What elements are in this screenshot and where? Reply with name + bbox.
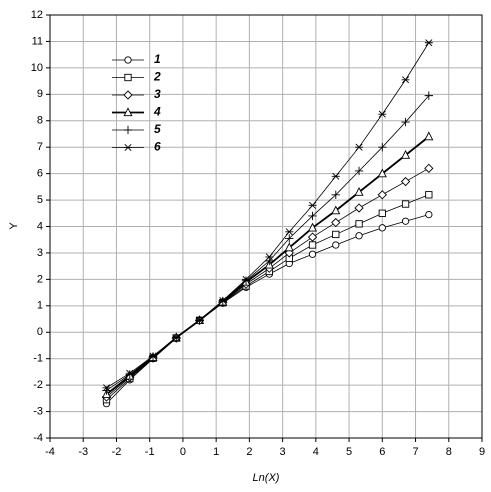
y-tick-label: 1 bbox=[37, 300, 43, 312]
x-axis-label: Ln(X) bbox=[253, 472, 280, 484]
marker bbox=[307, 232, 318, 242]
x-tick-label: -3 bbox=[78, 446, 88, 458]
legend-marker bbox=[123, 125, 133, 135]
marker bbox=[307, 222, 318, 232]
marker bbox=[332, 230, 340, 239]
marker bbox=[331, 172, 340, 180]
marker bbox=[355, 143, 364, 151]
y-tick-label: 2 bbox=[37, 273, 43, 285]
x-tick-label: -1 bbox=[145, 446, 155, 458]
marker bbox=[354, 166, 364, 176]
marker bbox=[401, 149, 411, 159]
y-tick-label: 11 bbox=[32, 35, 43, 47]
y-tick-label: -1 bbox=[33, 353, 43, 365]
marker bbox=[424, 163, 434, 173]
y-axis-label: Y bbox=[8, 222, 20, 230]
marker bbox=[308, 201, 317, 209]
legend-text: 4 bbox=[153, 105, 161, 119]
x-tick-label: 8 bbox=[446, 446, 452, 458]
legend-marker bbox=[123, 90, 133, 100]
x-tick-label: -4 bbox=[45, 446, 55, 458]
x-tick-label: -2 bbox=[112, 446, 122, 458]
y-tick-label: -3 bbox=[33, 405, 43, 417]
x-tick-label: 3 bbox=[280, 446, 286, 458]
legend-text: 5 bbox=[154, 122, 161, 136]
x-tick-label: 1 bbox=[213, 446, 219, 458]
y-tick-label: 7 bbox=[37, 141, 43, 153]
legend-marker bbox=[124, 143, 132, 152]
legend-text: 2 bbox=[153, 70, 161, 84]
marker bbox=[331, 190, 340, 199]
marker bbox=[331, 205, 341, 215]
marker bbox=[378, 209, 386, 217]
marker bbox=[195, 316, 204, 324]
marker bbox=[102, 384, 111, 392]
marker bbox=[308, 241, 317, 249]
y-tick-label: 4 bbox=[37, 220, 43, 232]
legend-marker bbox=[124, 73, 132, 82]
y-tick-label: -2 bbox=[33, 379, 43, 391]
legend-marker bbox=[124, 56, 132, 64]
legend-text: 3 bbox=[154, 87, 161, 101]
y-tick-label: 3 bbox=[37, 247, 43, 259]
x-tick-label: 7 bbox=[412, 446, 418, 458]
marker bbox=[285, 234, 294, 243]
marker bbox=[424, 91, 434, 100]
marker bbox=[308, 211, 317, 221]
x-tick-label: 9 bbox=[479, 446, 485, 458]
marker bbox=[401, 217, 410, 225]
marker bbox=[331, 217, 341, 228]
marker bbox=[172, 334, 181, 342]
marker bbox=[265, 253, 274, 261]
y-tick-label: 0 bbox=[37, 326, 43, 338]
marker bbox=[354, 186, 364, 196]
legend-marker bbox=[123, 107, 133, 117]
y-tick-label: 10 bbox=[31, 62, 43, 74]
x-tick-label: 5 bbox=[346, 446, 352, 458]
y-tick-label: 8 bbox=[37, 115, 43, 127]
legend-text: 6 bbox=[154, 140, 161, 154]
x-tick-label: 0 bbox=[180, 446, 186, 458]
series-line bbox=[106, 167, 430, 398]
marker bbox=[378, 110, 387, 118]
marker bbox=[425, 191, 433, 199]
marker bbox=[218, 297, 227, 305]
marker bbox=[332, 241, 340, 249]
legend-text: 1 bbox=[154, 52, 161, 66]
marker bbox=[242, 275, 251, 283]
x-tick-label: 4 bbox=[313, 446, 319, 458]
y-tick-label: -4 bbox=[33, 432, 43, 444]
y-tick-label: 9 bbox=[37, 88, 43, 100]
marker bbox=[308, 250, 317, 258]
y-tick-label: 6 bbox=[37, 168, 43, 180]
marker bbox=[265, 256, 274, 266]
marker bbox=[149, 352, 158, 360]
marker bbox=[378, 142, 387, 152]
y-tick-label: 12 bbox=[31, 9, 43, 21]
marker bbox=[284, 242, 294, 252]
marker bbox=[377, 168, 387, 178]
marker bbox=[241, 276, 251, 285]
plot-frame bbox=[49, 14, 483, 439]
marker bbox=[400, 176, 411, 187]
marker bbox=[377, 190, 387, 200]
marker bbox=[425, 210, 433, 219]
marker bbox=[401, 76, 410, 84]
marker bbox=[125, 369, 134, 377]
marker bbox=[424, 131, 434, 141]
x-tick-label: 6 bbox=[379, 446, 385, 458]
marker bbox=[354, 203, 364, 213]
marker bbox=[424, 39, 433, 47]
marker bbox=[401, 200, 410, 208]
y-tick-label: 5 bbox=[37, 194, 43, 206]
series-line bbox=[106, 214, 429, 404]
marker bbox=[355, 220, 363, 228]
marker bbox=[355, 232, 363, 240]
marker bbox=[378, 224, 386, 232]
marker bbox=[285, 228, 294, 236]
x-tick-label: 2 bbox=[246, 446, 252, 458]
marker bbox=[401, 117, 410, 127]
